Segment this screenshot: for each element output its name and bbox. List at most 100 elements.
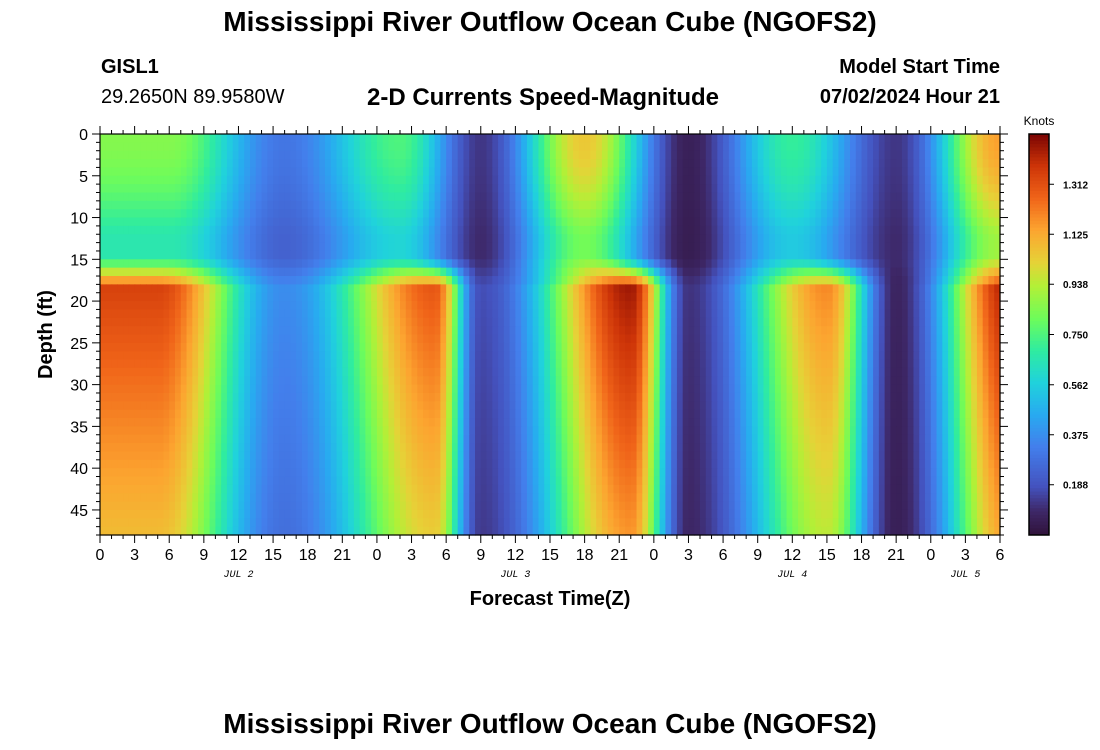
heatmap-cell bbox=[988, 167, 995, 177]
heatmap-cell bbox=[509, 301, 516, 311]
heatmap-cell bbox=[821, 150, 828, 160]
heatmap-cell bbox=[440, 159, 447, 169]
heatmap-cell bbox=[550, 309, 557, 319]
heatmap-cell bbox=[659, 309, 666, 319]
heatmap-cell bbox=[959, 184, 966, 194]
heatmap-cell bbox=[676, 351, 684, 361]
heatmap-cell bbox=[203, 317, 211, 327]
heatmap-cell bbox=[186, 309, 193, 319]
heatmap-cell bbox=[636, 309, 643, 319]
heatmap-cell bbox=[567, 359, 574, 369]
heatmap-cell bbox=[850, 150, 857, 160]
heatmap-cell bbox=[498, 184, 505, 194]
heatmap-cell bbox=[676, 384, 684, 394]
heatmap-cell bbox=[659, 150, 666, 160]
heatmap-cell bbox=[140, 267, 147, 277]
heatmap-cell bbox=[728, 200, 736, 210]
heatmap-cell bbox=[342, 351, 349, 361]
heatmap-cell bbox=[382, 334, 390, 344]
heatmap-cell bbox=[786, 292, 793, 302]
heatmap-cell bbox=[711, 376, 718, 386]
heatmap-cell bbox=[255, 334, 263, 344]
heatmap-cell bbox=[359, 309, 366, 319]
heatmap-cell bbox=[723, 326, 730, 336]
heatmap-cell bbox=[498, 292, 505, 302]
heatmap-cell bbox=[538, 150, 545, 160]
heatmap-cell bbox=[855, 376, 863, 386]
heatmap-cell bbox=[301, 142, 309, 152]
heatmap-cell bbox=[740, 142, 747, 152]
heatmap-cell bbox=[232, 142, 240, 152]
heatmap-cell bbox=[469, 259, 476, 269]
heatmap-cell bbox=[630, 276, 638, 285]
heatmap-cell bbox=[140, 184, 147, 194]
heatmap-cell bbox=[532, 376, 540, 386]
heatmap-cell bbox=[111, 326, 118, 336]
heatmap-cell bbox=[890, 359, 897, 369]
heatmap-cell bbox=[290, 276, 297, 285]
heatmap-cell bbox=[671, 192, 678, 202]
heatmap-cell bbox=[746, 392, 753, 402]
heatmap-cell bbox=[671, 259, 678, 269]
heatmap-cell bbox=[273, 209, 280, 219]
heatmap-cell bbox=[907, 384, 915, 394]
heatmap-cell bbox=[711, 159, 718, 169]
heatmap-cell bbox=[440, 192, 447, 202]
heatmap-cell bbox=[157, 301, 165, 311]
heatmap-cell bbox=[976, 142, 984, 152]
heatmap-cell bbox=[976, 267, 984, 277]
heatmap-cell bbox=[746, 384, 753, 394]
heatmap-cell bbox=[584, 234, 591, 244]
heatmap-cell bbox=[411, 359, 418, 369]
heatmap-cell bbox=[700, 150, 707, 160]
heatmap-cell bbox=[526, 376, 534, 386]
heatmap-cell bbox=[446, 351, 453, 361]
heatmap-cell bbox=[348, 267, 355, 277]
heatmap-cell bbox=[601, 167, 609, 177]
heatmap-cell bbox=[659, 184, 666, 194]
heatmap-cell bbox=[763, 309, 770, 319]
heatmap-cell bbox=[434, 142, 441, 152]
heatmap-cell bbox=[578, 367, 586, 377]
heatmap-cell bbox=[688, 326, 695, 336]
heatmap-cell bbox=[192, 209, 199, 219]
heatmap-cell bbox=[411, 217, 418, 227]
heatmap-cell bbox=[896, 159, 903, 169]
heatmap-cell bbox=[728, 342, 736, 352]
heatmap-cell bbox=[296, 292, 303, 302]
heatmap-cell bbox=[475, 392, 482, 402]
heatmap-cell bbox=[498, 225, 505, 235]
heatmap-cell bbox=[890, 159, 897, 169]
heatmap-cell bbox=[676, 267, 684, 277]
heatmap-cell bbox=[123, 209, 130, 219]
heatmap-cell bbox=[255, 376, 263, 386]
heatmap-cell bbox=[855, 334, 863, 344]
heatmap-cell bbox=[665, 200, 672, 210]
heatmap-cell bbox=[907, 267, 915, 277]
heatmap-cell bbox=[440, 376, 447, 386]
heatmap-cell bbox=[728, 276, 736, 285]
heatmap-cell bbox=[815, 309, 822, 319]
heatmap-cell bbox=[157, 259, 165, 269]
heatmap-cell bbox=[665, 367, 672, 377]
heatmap-cell bbox=[867, 242, 874, 252]
heatmap-cell bbox=[146, 217, 153, 227]
heatmap-cell bbox=[555, 217, 563, 227]
heatmap-cell bbox=[838, 217, 845, 227]
heatmap-cell bbox=[780, 342, 788, 352]
heatmap-cell bbox=[151, 276, 159, 285]
heatmap-cell bbox=[111, 342, 118, 352]
heatmap-cell bbox=[930, 309, 938, 319]
heatmap-cell bbox=[486, 150, 493, 160]
heatmap-cell bbox=[134, 225, 141, 235]
heatmap-cell bbox=[382, 367, 390, 377]
heatmap-cell bbox=[965, 309, 972, 319]
heatmap-cell bbox=[371, 250, 378, 260]
heatmap-cell bbox=[711, 134, 718, 143]
heatmap-cell bbox=[953, 267, 961, 277]
heatmap-cell bbox=[550, 150, 557, 160]
heatmap-cell bbox=[601, 342, 609, 352]
heatmap-cell bbox=[278, 292, 286, 302]
heatmap-cell bbox=[901, 192, 909, 202]
heatmap-cell bbox=[226, 250, 234, 260]
